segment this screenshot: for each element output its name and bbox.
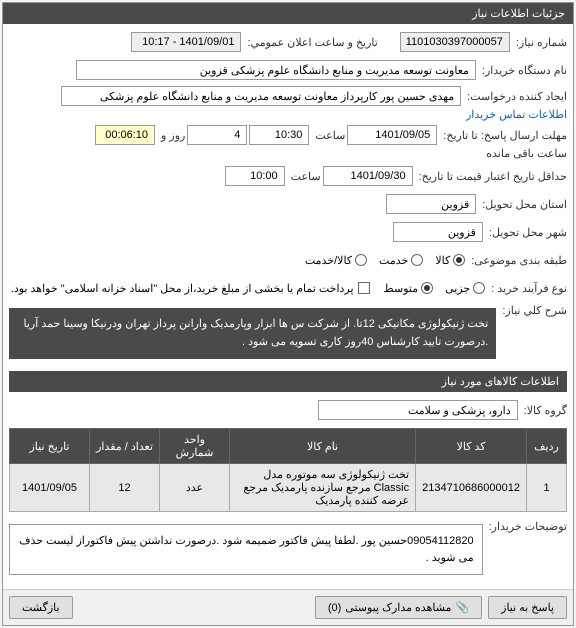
attach-count: (0) — [328, 602, 341, 614]
cell-unit: عدد — [160, 464, 230, 512]
radio-goods-label: کالا — [435, 254, 450, 267]
cell-code: 2134710686000012 — [416, 464, 527, 512]
back-button[interactable]: بازگشت — [9, 596, 73, 619]
requester-label: ایجاد کننده درخواست: — [467, 90, 567, 103]
buyer-notes-label: توضیحات خریدار: — [489, 520, 567, 533]
row-goods-group: گروه کالا: دارو، پزشکی و سلامت — [9, 398, 567, 422]
attachments-button[interactable]: 📎 مشاهده مدارک پیوستی (0) — [315, 596, 482, 619]
bottom-bar: پاسخ به نیاز 📎 مشاهده مدارک پیوستی (0) ب… — [3, 589, 573, 625]
deadline-date: 1401/09/05 — [347, 125, 437, 145]
panel-body: شماره نیاز: 1101030397000057 تاریخ و ساع… — [3, 24, 573, 589]
table-header-row: ردیف کد کالا نام کالا واحد شمارش تعداد /… — [10, 429, 567, 464]
radio-low-icon — [473, 282, 485, 294]
announce-value: 1401/09/01 - 10:17 — [131, 32, 241, 52]
row-requester: ایجاد کننده درخواست: مهدی حسين پور کارپر… — [9, 86, 567, 121]
remaining-label: ساعت باقی مانده — [486, 147, 567, 160]
category-label: طبقه بندی موضوعی: — [471, 254, 567, 267]
row-need-number: شماره نیاز: 1101030397000057 تاریخ و ساع… — [9, 30, 567, 54]
radio-goods-icon — [453, 254, 465, 266]
buyer-org-label: نام دستگاه خریدار: — [482, 64, 567, 77]
goods-group-value: دارو، پزشکی و سلامت — [318, 400, 518, 420]
col-date: تاریخ نیاز — [10, 429, 90, 464]
requester-value: مهدی حسين پور کارپرداز معاونت توسعه مدير… — [61, 86, 461, 106]
radio-goods[interactable]: کالا — [435, 254, 465, 267]
left-buttons: پاسخ به نیاز 📎 مشاهده مدارک پیوستی (0) — [315, 596, 567, 619]
row-delivery-province: استان محل تحویل: قزوين — [9, 192, 567, 216]
radio-mid[interactable]: متوسط — [384, 282, 434, 295]
payment-check-wrap: پرداخت تمام یا بخشی از مبلغ خرید،از محل … — [11, 282, 370, 295]
cell-idx: 1 — [527, 464, 567, 512]
cell-qty: 12 — [90, 464, 160, 512]
desc-label: شرح کلي نیاز: — [502, 304, 567, 317]
announce-label: تاریخ و ساعت اعلان عمومي: — [247, 36, 377, 49]
validity-time: 10:00 — [225, 166, 285, 186]
description-text: تخت ژنیکولوژی مکانیکی 12تا. از شرکت س ها… — [9, 308, 496, 359]
col-name: نام کالا — [230, 429, 416, 464]
col-row: ردیف — [527, 429, 567, 464]
deadline-time: 10:30 — [249, 125, 309, 145]
deadline-label: مهلت ارسال پاسخ: تا تاریخ: — [443, 129, 567, 142]
radio-mid-label: متوسط — [384, 282, 419, 295]
row-category: طبقه بندی موضوعی: کالا خدمت کالا/خدمت — [9, 248, 567, 272]
info-panel: جزئیات اطلاعات نیاز شماره نیاز: 11010303… — [2, 2, 574, 626]
radio-mid-icon — [421, 282, 433, 294]
panel-title: جزئیات اطلاعات نیاز — [3, 3, 573, 24]
buyer-org-value: معاونت توسعه مديريت و منابع دانشگاه علوم… — [76, 60, 476, 80]
validity-label: حداقل تاریخ اعتبار قیمت تا تاریخ: — [419, 170, 567, 183]
deadline-time-label: ساعت — [315, 129, 345, 142]
contact-link[interactable]: اطلاعات تماس خریدار — [466, 108, 567, 121]
radio-both-label: کالا/خدمت — [305, 254, 352, 267]
day-label: روز و — [161, 129, 185, 142]
table-row[interactable]: 1 2134710686000012 تخت ژنیکولوژی سه موتو… — [10, 464, 567, 512]
need-number-value: 1101030397000057 — [400, 32, 510, 52]
radio-low-label: جزیی — [445, 282, 470, 295]
cell-name: تخت ژنیکولوژی سه موتوره مدل Classic مرجع… — [230, 464, 416, 512]
radio-both-icon — [355, 254, 367, 266]
row-delivery-city: شهر محل تحویل: قزوين — [9, 220, 567, 244]
row-description: شرح کلي نیاز: تخت ژنیکولوژی مکانیکی 12تا… — [9, 304, 567, 363]
radio-both[interactable]: کالا/خدمت — [305, 254, 367, 267]
goods-group-label: گروه کالا: — [524, 404, 567, 417]
validity-time-label: ساعت — [291, 170, 321, 183]
countdown-timer: 00:06:10 — [95, 125, 155, 145]
goods-table: ردیف کد کالا نام کالا واحد شمارش تعداد /… — [9, 428, 567, 512]
row-process: نوع فرآیند خرید : جزیی متوسط پرداخت تمام… — [9, 276, 567, 300]
radio-service-icon — [411, 254, 423, 266]
payment-checkbox[interactable] — [358, 282, 370, 294]
delivery-city-value: قزوين — [393, 222, 483, 242]
process-label: نوع فرآیند خرید : — [491, 282, 567, 295]
reply-button[interactable]: پاسخ به نیاز — [488, 596, 567, 619]
radio-service[interactable]: خدمت — [379, 254, 423, 267]
payment-note: پرداخت تمام یا بخشی از مبلغ خرید،از محل … — [11, 282, 354, 295]
row-buyer-org: نام دستگاه خریدار: معاونت توسعه مديريت و… — [9, 58, 567, 82]
cell-date: 1401/09/05 — [10, 464, 90, 512]
col-code: کد کالا — [416, 429, 527, 464]
col-qty: تعداد / مقدار — [90, 429, 160, 464]
goods-section-header: اطلاعات کالاهای مورد نیاز — [9, 371, 567, 392]
attach-label: مشاهده مدارک پیوستی — [345, 601, 451, 614]
radio-low[interactable]: جزیی — [445, 282, 485, 295]
clip-icon: 📎 — [455, 601, 469, 614]
category-radio-group: کالا خدمت کالا/خدمت — [305, 254, 465, 267]
row-deadline: مهلت ارسال پاسخ: تا تاریخ: 1401/09/05 سا… — [9, 125, 567, 160]
delivery-city-label: شهر محل تحویل: — [489, 226, 567, 239]
days-value: 4 — [187, 125, 247, 145]
process-radio-group: جزیی متوسط — [384, 282, 486, 295]
col-unit: واحد شمارش — [160, 429, 230, 464]
row-buyer-notes: توضیحات خریدار: 09054112820حسين پور .لطف… — [9, 520, 567, 579]
delivery-loc-value: قزوين — [386, 194, 476, 214]
need-number-label: شماره نیاز: — [516, 36, 567, 49]
buyer-notes-text: 09054112820حسين پور .لطفا پيش فاکتور ضمي… — [9, 524, 483, 575]
row-validity: حداقل تاریخ اعتبار قیمت تا تاریخ: 1401/0… — [9, 164, 567, 188]
validity-date: 1401/09/30 — [323, 166, 413, 186]
delivery-loc-label: استان محل تحویل: — [482, 198, 567, 211]
radio-service-label: خدمت — [379, 254, 408, 267]
